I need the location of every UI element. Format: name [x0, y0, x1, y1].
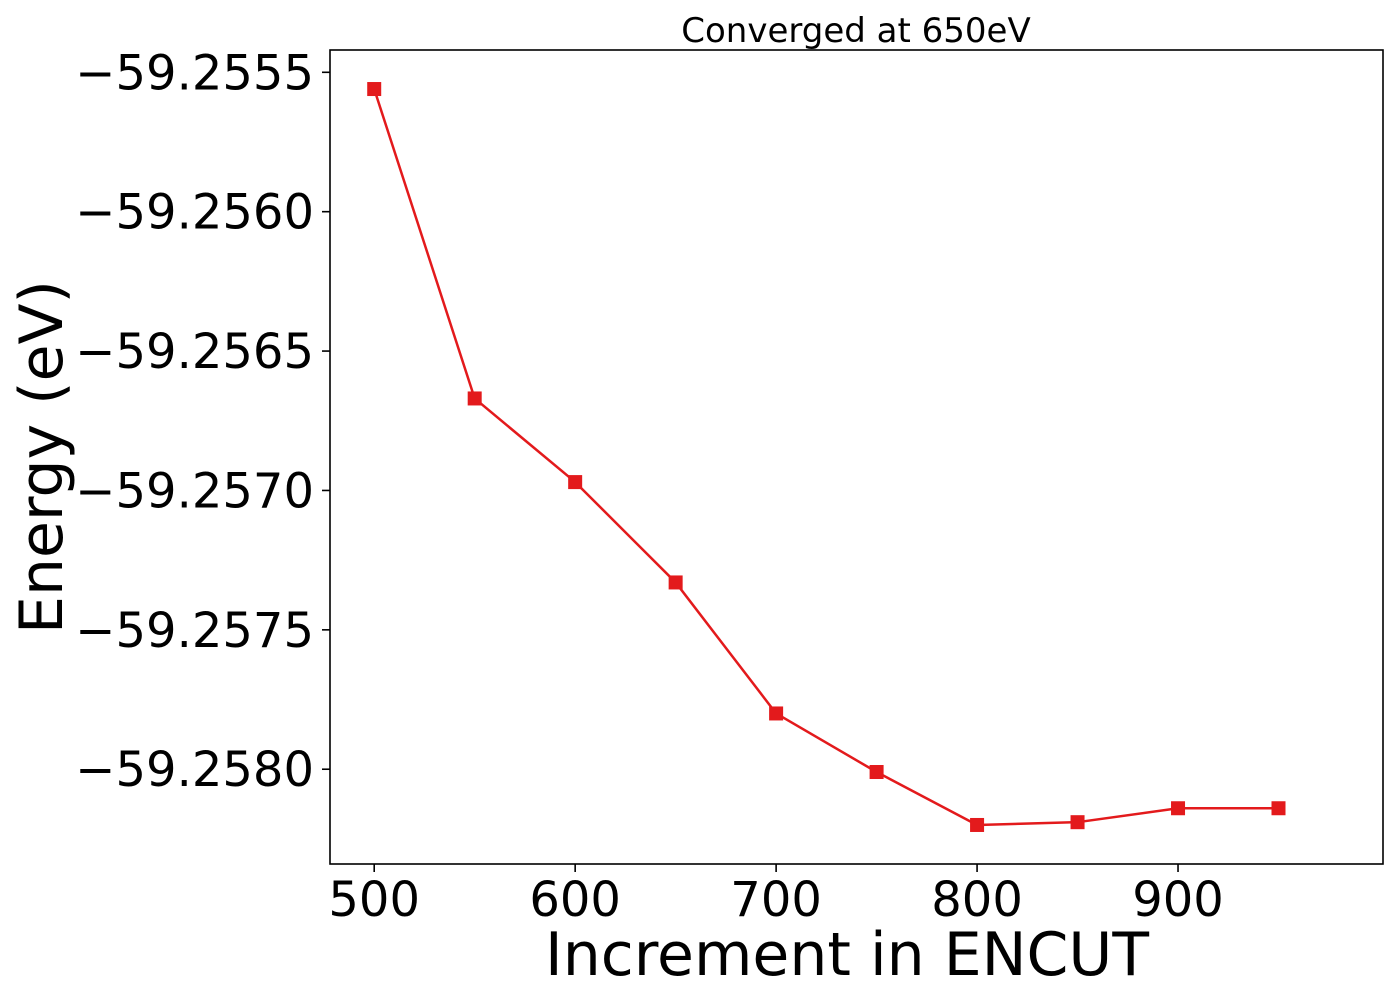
y-axis-ticks: −59.2555 −59.2560 −59.2565 −59.2570 −59.2575… [75, 45, 330, 798]
series-line [373, 88, 1279, 827]
y-tick-label: −59.2555 [75, 45, 314, 101]
data-point-marker [869, 765, 884, 780]
x-tick-label: 900 [1132, 872, 1224, 928]
data-point-marker [467, 391, 482, 406]
data-point-marker [1070, 815, 1085, 830]
y-tick-label: −59.2570 [75, 463, 314, 519]
data-point-marker [769, 706, 784, 721]
data-point-marker [1271, 801, 1286, 816]
y-axis-label: Energy (eV) [7, 280, 77, 634]
data-point-marker [568, 475, 583, 490]
y-tick-label: −59.2580 [75, 742, 314, 798]
plot-content [367, 82, 1286, 832]
x-axis-label: Increment in ENCUT [545, 920, 1149, 990]
data-point-marker [970, 817, 985, 832]
data-point-marker [367, 82, 382, 97]
data-point-marker [1171, 801, 1186, 816]
x-tick-label: 500 [328, 872, 420, 928]
y-tick-label: −59.2560 [75, 185, 314, 241]
y-tick-label: −59.2575 [75, 603, 314, 659]
x-tick-label: 800 [931, 872, 1023, 928]
data-point-marker [668, 575, 683, 590]
plot-frame [329, 49, 1384, 865]
x-axis-ticks: 500 600 700 800 900 [328, 864, 1224, 928]
x-tick-label: 600 [529, 872, 621, 928]
y-tick-label: −59.2565 [75, 324, 314, 380]
x-tick-label: 700 [730, 872, 822, 928]
chart-title: Converged at 650eV [681, 11, 1030, 51]
